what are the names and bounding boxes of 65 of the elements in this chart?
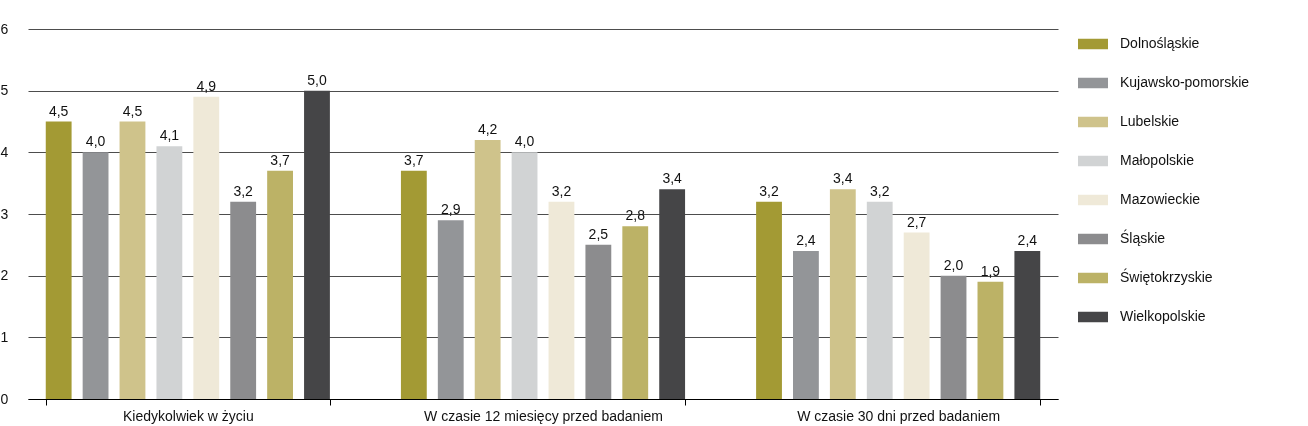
legend-label: Świętokrzyskie <box>1120 268 1213 285</box>
bar <box>659 189 686 399</box>
y-tick-label: 3 <box>0 205 9 222</box>
bar <box>45 121 72 399</box>
data-label: 3,4 <box>662 170 683 187</box>
bar <box>866 201 893 399</box>
y-tick-label: 2 <box>0 267 9 284</box>
data-label: 2,5 <box>588 225 609 242</box>
bar <box>193 96 220 399</box>
data-label: 3,2 <box>233 182 254 199</box>
data-label: 3,4 <box>833 170 853 187</box>
data-label: 4,2 <box>477 121 498 137</box>
bar <box>119 121 146 399</box>
bar <box>977 281 1004 399</box>
bar <box>585 244 612 399</box>
legend-label: Lubelskie <box>1120 113 1180 129</box>
bar <box>156 146 183 399</box>
legend-label: Dolnośląskie <box>1120 35 1200 51</box>
data-label: 4,5 <box>122 102 143 119</box>
data-label: 2,4 <box>1017 232 1038 248</box>
legend-label: Śląskie <box>1120 229 1166 246</box>
bar <box>548 201 575 399</box>
data-label: 5,0 <box>307 71 327 88</box>
data-label: 2,9 <box>441 201 461 218</box>
x-tick-label: Kiedykolwiek w życiu <box>122 407 254 424</box>
bar <box>474 140 501 399</box>
legend-label: Wielkopolskie <box>1120 308 1206 324</box>
y-tick-label: 4 <box>0 143 9 160</box>
data-label: 4,0 <box>514 133 535 150</box>
data-label: 2,0 <box>943 256 964 273</box>
bar <box>622 226 649 399</box>
data-label: 3,2 <box>759 182 779 199</box>
y-tick-label: 0 <box>0 390 9 407</box>
data-label: 1,9 <box>980 262 1001 279</box>
data-label: 2,7 <box>906 213 927 230</box>
bar <box>82 152 109 399</box>
data-label: 3,2 <box>551 182 572 199</box>
legend-label: Kujawsko-pomorskie <box>1120 74 1250 90</box>
bar <box>437 220 464 399</box>
bar <box>940 275 967 399</box>
bar <box>304 90 330 399</box>
legend-label: Mazowieckie <box>1120 191 1201 207</box>
x-tick-label: W czasie 30 dni przed badaniem <box>797 407 1001 424</box>
bar <box>829 189 856 399</box>
data-label: 3,7 <box>270 151 291 168</box>
bar <box>267 170 293 399</box>
data-label: 4,9 <box>196 77 217 94</box>
x-tick-label: W czasie 12 miesięcy przed badaniem <box>424 407 663 424</box>
data-label: 3,2 <box>869 182 890 199</box>
y-tick-label: 5 <box>0 82 9 99</box>
bar <box>756 201 782 399</box>
bar <box>400 170 427 399</box>
data-label: 3,7 <box>404 151 424 168</box>
bar <box>903 232 930 399</box>
bar <box>1014 251 1041 399</box>
legend-label: Małopolskie <box>1120 152 1195 168</box>
bar <box>230 201 257 399</box>
y-tick-label: 6 <box>0 20 9 37</box>
data-label: 4,1 <box>159 127 180 144</box>
bar <box>793 251 819 399</box>
y-tick-label: 1 <box>0 328 9 345</box>
data-label: 2,4 <box>796 232 816 248</box>
data-label: 4,5 <box>48 102 69 119</box>
bar <box>511 152 538 399</box>
data-label: 4,0 <box>85 133 106 150</box>
